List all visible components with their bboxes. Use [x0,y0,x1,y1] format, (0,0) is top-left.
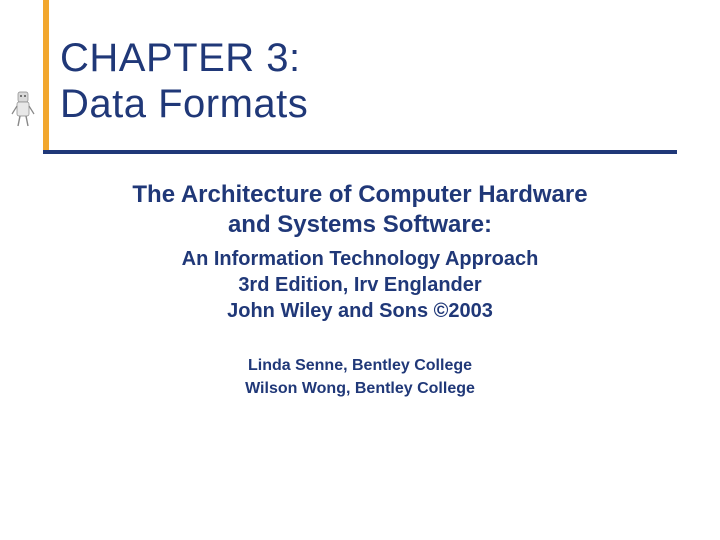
credits: Linda Senne, Bentley College Wilson Wong… [100,354,620,400]
book-publisher: John Wiley and Sons ©2003 [100,298,620,324]
credit-line-1: Linda Senne, Bentley College [100,354,620,377]
publisher-prefix: John Wiley and Sons [227,300,434,322]
publisher-year: 2003 [448,300,493,322]
title-line-1: CHAPTER 3: [60,35,308,81]
copyright-icon: © [434,300,449,322]
book-edition: 3rd Edition, Irv Englander [100,272,620,298]
credit-line-2: Wilson Wong, Bentley College [100,377,620,400]
book-title-line-2: and Systems Software: [100,210,620,240]
book-subtitle: An Information Technology Approach [100,246,620,272]
slide: CHAPTER 3: Data Formats The Architecture… [0,0,720,540]
horizontal-rule [43,150,677,154]
chapter-title: CHAPTER 3: Data Formats [60,35,308,127]
mascot-icon [8,88,38,128]
book-title-line-1: The Architecture of Computer Hardware [100,180,620,210]
accent-bar [43,0,49,150]
title-line-2: Data Formats [60,81,308,127]
body-block: The Architecture of Computer Hardware an… [100,180,620,400]
